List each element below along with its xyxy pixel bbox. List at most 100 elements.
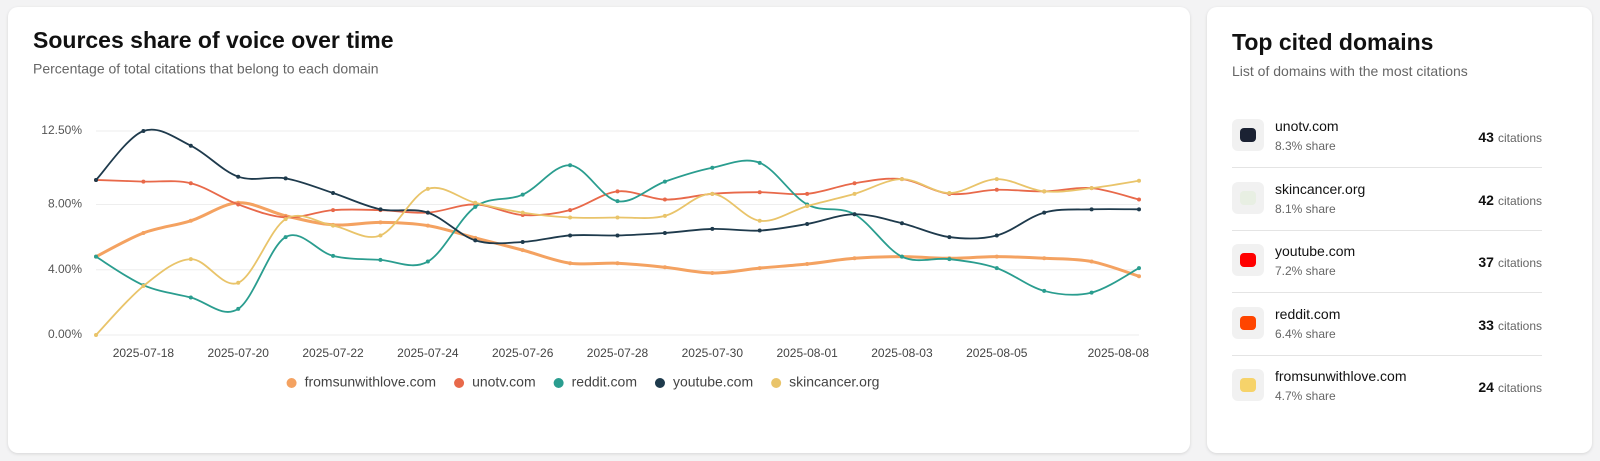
domain-name: skincancer.org [1275,180,1366,197]
data-point [710,165,715,170]
domain-icon [1232,181,1264,214]
data-point [520,210,525,215]
legend-label: reddit.com [572,374,637,390]
data-point [331,253,336,258]
data-point [236,202,241,207]
data-point [1137,178,1141,183]
icon-glyph [1240,190,1256,205]
legend-label: youtube.com [673,374,753,390]
data-point [141,179,146,184]
data-point [568,261,573,266]
data-point [331,208,336,213]
data-point [1137,197,1141,202]
data-point [425,186,430,191]
data-point [1089,259,1094,264]
data-point [994,233,999,238]
x-tick-label: 2025-07-28 [587,346,649,360]
data-point [425,223,430,228]
x-tick-label: 2025-08-01 [776,346,838,360]
data-point [1137,274,1141,279]
x-tick-label: 2025-07-26 [492,346,554,360]
data-point [520,239,525,244]
data-point [805,222,810,227]
series-line [95,128,1140,245]
data-point [283,176,288,181]
domain-count: 43 citations [1478,129,1542,145]
data-point [899,177,904,182]
legend: fromsunwithlove.com unotv.com reddit.com yo… [286,374,879,390]
domain-name: unotv.com [1275,118,1339,134]
legend-marker [553,378,564,388]
data-point [1042,288,1047,293]
data-point [568,208,573,213]
data-point [994,177,999,182]
y-tick-label: 0.00% [48,327,82,341]
data-point [615,199,620,204]
data-point [425,259,430,264]
data-point [473,238,478,243]
data-point [994,254,999,259]
series-line [95,177,1140,219]
y-tick-label: 4.00% [48,262,82,276]
count-unit: citations [1497,318,1542,333]
x-tick-label: 2025-08-03 [871,346,933,360]
data-point [805,262,810,267]
data-point [1042,189,1047,194]
data-point [852,191,857,196]
data-point [378,220,383,225]
data-point [568,163,573,168]
data-point [473,204,478,209]
domain-count: 33 citations [1478,317,1542,333]
data-point [994,266,999,271]
data-point [1089,207,1094,212]
count-unit: citations [1497,256,1542,270]
chart-subtitle: Percentage of total citations that belon… [33,61,379,77]
data-point [1137,266,1141,271]
data-point [662,179,667,184]
x-tick-label: 2025-07-20 [208,346,270,360]
domain-row: youtube.com 7.2% share 37 citations [1232,230,1542,293]
data-point [188,218,193,223]
data-point [94,177,98,182]
legend-label: skincancer.org [789,374,879,390]
domain-row: skincancer.org 8.1% share 42 citations [1232,168,1542,231]
domain-icon [1232,119,1264,151]
data-point [378,207,383,212]
icon-glyph [1240,378,1256,392]
count-value: 24 [1478,379,1494,395]
count-value: 43 [1478,129,1494,145]
data-point [568,233,573,238]
data-point [473,200,478,205]
domain-share: 8.1% share [1275,201,1336,216]
data-point [94,333,98,337]
data-point [852,256,857,261]
x-tick-label: 2025-08-08 [1088,346,1150,360]
data-point [1042,256,1047,261]
domain-icon [1232,369,1264,401]
data-point [662,197,667,202]
data-point [710,191,715,196]
data-point [757,190,762,195]
legend-marker [654,378,665,388]
x-tick-label: 2025-07-22 [302,346,364,360]
data-point [947,257,952,262]
domain-name: fromsunwithlove.com [1275,368,1407,384]
data-point [852,181,857,186]
data-point [378,233,383,238]
data-point [141,129,146,133]
data-point [710,270,715,275]
data-point [852,212,857,217]
domain-name: youtube.com [1275,243,1356,259]
x-tick-label: 2025-07-18 [113,346,175,360]
domains-card: Top cited domains List of domains with t… [1207,7,1592,453]
chart-title: Sources share of voice over time [33,27,394,53]
data-point [662,265,667,270]
data-point [283,235,288,240]
data-point [141,284,146,289]
data-point [899,221,904,226]
data-point [378,257,383,262]
icon-glyph [1240,315,1256,330]
legend-label: unotv.com [472,374,536,390]
domain-row: fromsunwithlove.com 4.7% share 24 citations [1232,355,1542,417]
data-point [805,191,810,196]
